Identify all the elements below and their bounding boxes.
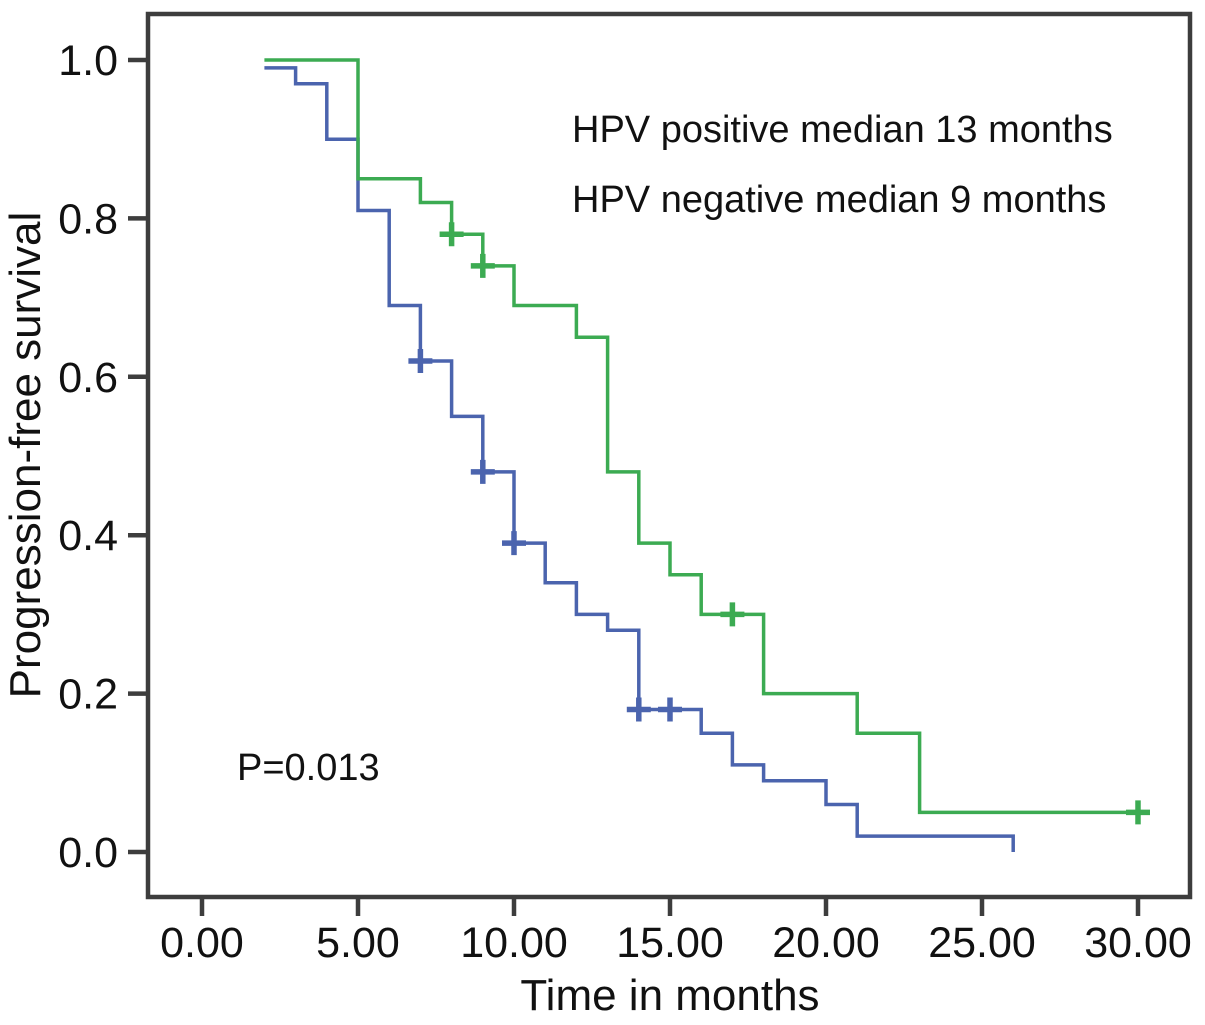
y-tick-label: 0.6 [58, 354, 118, 402]
x-tick-label: 5.00 [316, 919, 400, 967]
y-tick-label: 1.0 [58, 37, 118, 85]
y-tick-label: 0.4 [58, 512, 118, 560]
hpv-negative-censor-mark [408, 348, 433, 373]
survival-curves [264, 58, 1150, 852]
x-tick-label: 15.00 [616, 919, 724, 967]
x-tick-label: 30.00 [1084, 919, 1192, 967]
hpv-negative-curve [264, 66, 1015, 852]
hpv-negative-censor-mark [658, 697, 682, 722]
hpv-positive-censor-mark [470, 253, 495, 278]
x-tick-label: 0.00 [160, 919, 244, 967]
hpv-positive-censor-mark [720, 602, 745, 627]
x-tick-label: 20.00 [772, 919, 880, 967]
annotation-p-value: P=0.013 [237, 747, 380, 789]
x-tick-label: 10.00 [460, 919, 568, 967]
hpv-positive-curve [264, 58, 1138, 815]
hpv-positive-censor-mark [439, 222, 464, 247]
hpv-negative-censor-mark [470, 459, 495, 484]
annotation-hpv-negative-median: HPV negative median 9 months [572, 179, 1106, 221]
y-axis-ticks: 1.0 0.8 0.6 0.4 0.2 0.0 [58, 37, 148, 877]
y-tick-label: 0.0 [58, 829, 118, 877]
hpv-positive-censor-mark [1126, 800, 1150, 825]
hpv-negative-censor-mark [626, 697, 651, 722]
y-axis-title: Progression-free survival [1, 212, 50, 699]
x-axis-ticks: 0.00 5.00 10.00 15.00 20.00 25.00 30.00 [160, 897, 1192, 967]
hpv-negative-censor-mark [502, 531, 526, 556]
annotation-hpv-positive-median: HPV positive median 13 months [572, 109, 1113, 151]
y-tick-label: 0.8 [58, 195, 118, 243]
x-tick-label: 25.00 [928, 919, 1036, 967]
y-tick-label: 0.2 [58, 671, 118, 719]
x-axis-title: Time in months [520, 971, 819, 1020]
